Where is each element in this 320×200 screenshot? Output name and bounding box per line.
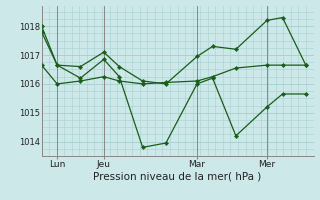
X-axis label: Pression niveau de la mer( hPa ): Pression niveau de la mer( hPa ) <box>93 172 262 182</box>
